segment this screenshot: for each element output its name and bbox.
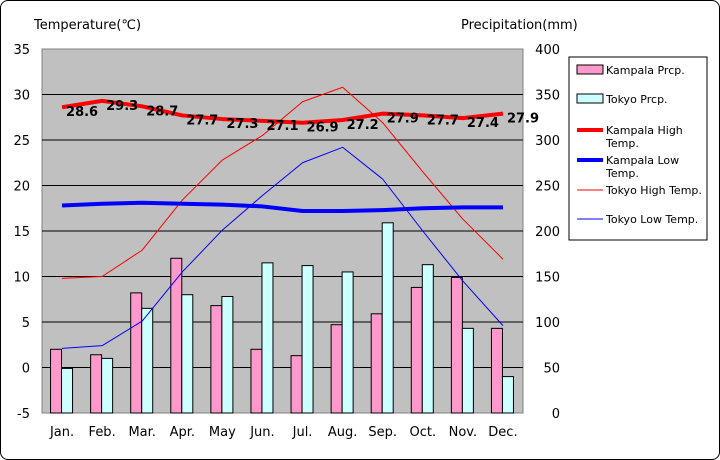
kampala-prcp-bar: [330, 324, 343, 414]
legend-label: Kampala Prcp.: [606, 64, 685, 77]
kampala-high-data-label: 29.3: [106, 99, 138, 114]
x-tick-label: Feb.: [89, 425, 116, 440]
tokyo-prcp-bar: [341, 271, 354, 414]
right-tick-label: 200: [535, 225, 560, 240]
kampala-high-data-label: 27.4: [467, 116, 499, 131]
kampala-high-data-label: 27.2: [347, 118, 379, 133]
kampala-low-line: [61, 200, 503, 213]
x-axis-ticks: Jan. Feb. Mar. Apr. May Jun. Jul. Aug. Sep. Oct. N…: [49, 425, 518, 440]
right-tick-label: 150: [535, 271, 560, 286]
kampala-prcp-bar: [290, 355, 303, 414]
kampala-prcp-bar: [90, 354, 103, 414]
precipitation-bars: [50, 222, 514, 414]
x-tick-label: May: [209, 425, 236, 440]
right-tick-label: 350: [535, 89, 560, 104]
x-tick-label: Apr.: [170, 425, 195, 440]
kampala-high-data-label: 28.6: [66, 105, 98, 120]
legend-kampala-prcp: Kampala Prcp.: [576, 64, 685, 77]
legend-tokyo-low-line: Tokyo Low Temp.: [577, 213, 698, 226]
legend-label: Tokyo High Temp.: [605, 184, 702, 197]
left-tick-label: 30: [13, 89, 30, 104]
tokyo-prcp-bar: [301, 265, 314, 414]
left-axis-title: Temperature(℃): [33, 18, 141, 33]
left-tick-label: -5: [17, 407, 30, 422]
kampala-high-data-label: 27.1: [266, 119, 298, 134]
kampala-high-data-label: 27.7: [427, 113, 459, 128]
kampala-prcp-bar: [410, 286, 423, 414]
tokyo-prcp-bar: [261, 262, 274, 414]
x-tick-label: Jun.: [249, 425, 274, 440]
kampala-prcp-bar: [490, 327, 503, 414]
legend-box: [568, 56, 708, 241]
legend: Kampala Prcp. Tokyo Prcp. Kampala High Temp…: [576, 64, 702, 226]
tokyo-prcp-bar: [61, 367, 74, 414]
tokyo-prcp-bar: [421, 264, 434, 414]
right-tick-label: 300: [535, 134, 560, 149]
legend-kampala-low-line: Kampala Low Temp.: [577, 154, 679, 180]
tokyo-prcp-bar: [141, 307, 154, 414]
tokyo-prcp-bar: [221, 296, 234, 414]
x-tick-label: Jul.: [292, 425, 313, 440]
kampala-high-line: [61, 98, 504, 125]
kampala-high-data-label: 28.7: [146, 104, 178, 119]
right-tick-label: 250: [535, 180, 560, 195]
temperature-lines: [61, 86, 504, 349]
x-tick-label: Mar.: [128, 425, 155, 440]
legend-swatch: [576, 93, 604, 104]
legend-tokyo-high-line: Tokyo High Temp.: [577, 184, 702, 197]
tokyo-prcp-bar: [461, 327, 474, 414]
kampala-prcp-bar: [370, 313, 383, 414]
x-tick-label: Aug.: [328, 425, 358, 440]
left-tick-label: 35: [13, 43, 30, 58]
right-axis-ticks: 0 50 100 150 200 250 300 350 400: [535, 43, 560, 422]
left-tick-label: 5: [22, 316, 30, 331]
left-tick-label: 20: [13, 180, 30, 195]
kampala-high-data-label: 27.9: [387, 112, 419, 127]
kampala-prcp-bar: [250, 348, 263, 414]
tokyo-low-line: [62, 146, 504, 349]
kampala-high-data-label: 26.9: [307, 121, 339, 136]
x-tick-label: Nov.: [449, 425, 478, 440]
left-tick-label: 25: [13, 134, 30, 149]
x-tick-label: Dec.: [488, 425, 517, 440]
right-tick-label: 100: [535, 316, 560, 331]
tokyo-prcp-bar: [381, 222, 394, 414]
kampala-high-data-label: 27.7: [186, 113, 218, 128]
data-labels: 28.6 29.3 28.7 27.7 27.3 27.1 26.9 27.2 27.9 27.7…: [66, 99, 539, 136]
kampala-high-data-label: 27.3: [226, 117, 258, 132]
right-tick-label: 0: [552, 407, 560, 422]
kampala-prcp-bar: [210, 305, 223, 414]
x-tick-label: Oct.: [409, 425, 436, 440]
tokyo-high-line: [62, 86, 504, 279]
legend-label: Kampala Low Temp.: [605, 154, 679, 180]
left-tick-label: 10: [13, 271, 30, 286]
legend-label: Tokyo Low Temp.: [605, 213, 698, 226]
right-tick-label: 400: [535, 43, 560, 58]
left-tick-label: 15: [13, 225, 30, 240]
legend-tokyo-prcp: Tokyo Prcp.: [576, 93, 668, 106]
tokyo-prcp-bar: [501, 376, 514, 414]
gridlines: [42, 94, 523, 368]
kampala-prcp-bar: [50, 348, 63, 414]
legend-kampala-high-line: Kampala High Temp.: [577, 124, 683, 150]
legend-label: Tokyo Prcp.: [605, 93, 668, 106]
tokyo-prcp-bar: [101, 357, 114, 414]
kampala-high-data-label: 27.9: [507, 112, 539, 127]
x-tick-label: Sep.: [368, 425, 397, 440]
x-tick-label: Jan.: [49, 425, 74, 440]
kampala-prcp-bar: [130, 292, 143, 414]
right-axis-title: Precipitation(mm): [461, 18, 578, 33]
tokyo-prcp-bar: [181, 294, 194, 414]
legend-swatch: [576, 64, 604, 75]
right-tick-label: 50: [543, 362, 560, 377]
kampala-prcp-bar: [170, 257, 183, 414]
kampala-prcp-bar: [450, 276, 463, 414]
left-axis-ticks: -5 0 5 10 15 20 25 30 35: [13, 43, 30, 422]
legend-label: Kampala High Temp.: [605, 124, 683, 150]
left-tick-label: 0: [22, 362, 30, 377]
